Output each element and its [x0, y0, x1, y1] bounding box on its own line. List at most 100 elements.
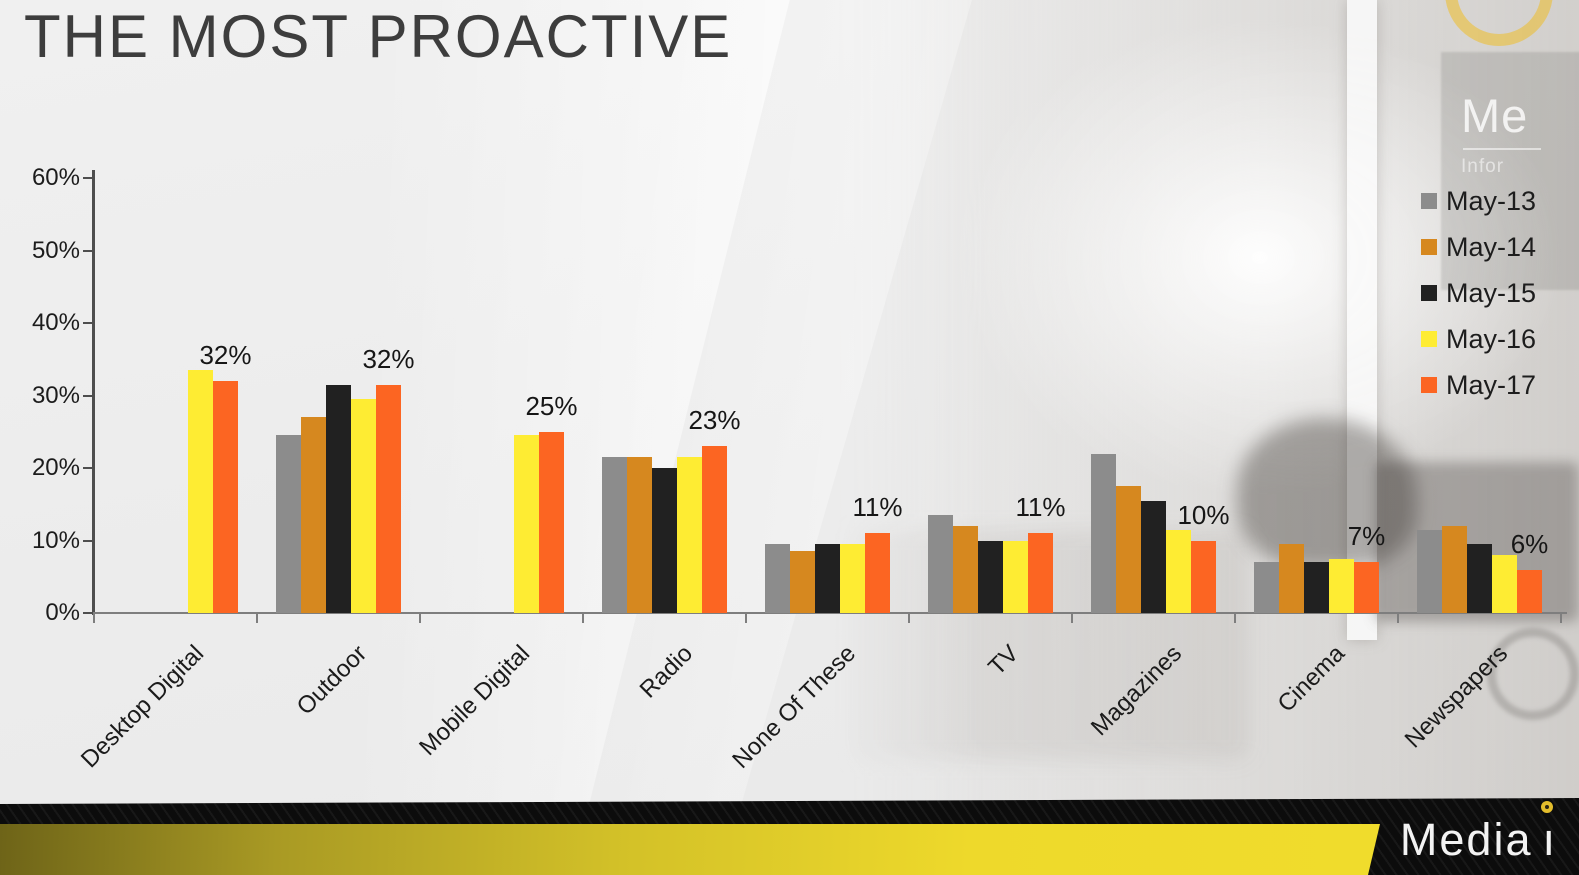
page-title: THE MOST PROACTIVE [24, 3, 733, 70]
legend-item: May-17 [1421, 370, 1536, 400]
y-tick-label: 60% [31, 164, 80, 191]
bar-group: 10% [1072, 178, 1235, 613]
legend-swatch-icon [1421, 377, 1437, 393]
legend-item: May-16 [1421, 324, 1536, 354]
bar-group: 23% [583, 178, 746, 613]
y-tick-label: 50% [31, 236, 80, 264]
bar-may-15 [978, 540, 1003, 613]
value-label: 6% [1510, 528, 1549, 559]
value-label: 23% [688, 405, 741, 436]
x-axis-tick [1234, 613, 1236, 623]
bar-may-17 [865, 533, 890, 613]
bar-may-15 [1141, 500, 1166, 613]
legend-swatch-icon [1421, 193, 1437, 209]
y-axis-tick [83, 177, 93, 179]
y-axis-tick [83, 467, 93, 469]
bar-may-17 [213, 381, 238, 613]
bar-group: 32% [257, 178, 420, 613]
media-i-logo: Media ı [1399, 801, 1557, 866]
legend-swatch-icon [1421, 285, 1437, 301]
footer-yellow-band [0, 824, 1380, 875]
bar-may-16 [677, 457, 702, 613]
x-axis-tick [1560, 613, 1562, 623]
x-axis-tick [256, 613, 258, 623]
legend-item: May-13 [1421, 186, 1536, 216]
legend-item: May-14 [1421, 232, 1536, 262]
legend-swatch-icon [1421, 331, 1437, 347]
y-axis-tick [83, 612, 93, 614]
y-tick-label: 20% [31, 454, 80, 481]
bar-may-14 [953, 526, 978, 613]
y-axis-tick [83, 394, 93, 397]
y-axis-tick [83, 322, 93, 324]
bar-may-16 [514, 435, 539, 613]
legend-label: May-15 [1446, 277, 1537, 308]
bar-group: 11% [909, 178, 1072, 613]
bar-may-16 [188, 370, 213, 613]
bar-may-17 [1028, 533, 1053, 613]
x-axis-tick [93, 613, 95, 623]
bar-may-15 [326, 384, 351, 613]
x-axis-tick [419, 613, 421, 623]
bar-may-13 [928, 515, 953, 613]
legend-label: May-14 [1446, 231, 1537, 262]
value-label: 7% [1347, 521, 1386, 552]
bar-may-13 [1254, 562, 1279, 613]
legend-swatch-icon [1421, 239, 1437, 255]
y-axis-tick [83, 249, 93, 252]
bar-may-13 [276, 435, 301, 613]
value-label: 32% [199, 340, 252, 370]
bar-may-15 [1304, 562, 1329, 613]
bar-may-15 [1467, 544, 1492, 613]
bar-may-15 [652, 468, 677, 613]
y-tick-label: 0% [45, 599, 80, 626]
bar-may-13 [765, 544, 790, 613]
y-tick-label: 30% [31, 381, 80, 409]
bar-may-13 [1091, 453, 1116, 613]
bar-may-14 [1442, 526, 1467, 613]
value-label: 25% [525, 390, 578, 421]
legend-label: May-17 [1446, 369, 1537, 400]
bar-may-16 [351, 399, 376, 613]
value-label: 11% [1015, 492, 1066, 523]
logo-text: Media [1399, 814, 1533, 865]
bar-group: 7% [1235, 178, 1398, 613]
y-tick-label: 10% [31, 526, 80, 554]
bar-may-17 [376, 384, 401, 613]
x-axis-tick [582, 613, 584, 623]
y-axis-tick [83, 539, 93, 542]
chart-legend: May-13 May-14 May-15 May-16 May-17 [1421, 186, 1536, 416]
bar-may-17 [1354, 562, 1379, 613]
value-label: 11% [852, 492, 903, 523]
legend-label: May-16 [1446, 323, 1537, 354]
bar-may-14 [1116, 486, 1141, 613]
x-axis-tick [745, 613, 747, 623]
x-axis-tick [1397, 613, 1399, 623]
bar-may-17 [1191, 540, 1216, 613]
bar-may-17 [702, 446, 727, 613]
bar-may-17 [1517, 569, 1542, 613]
bar-group: 25% [420, 178, 583, 613]
bar-may-16 [1166, 529, 1191, 613]
logo-i: ı [1541, 801, 1557, 866]
bar-may-14 [301, 417, 326, 613]
bar-may-16 [840, 544, 865, 613]
bar-may-17 [539, 431, 564, 613]
bar-may-13 [1417, 529, 1442, 613]
bar-group: 11% [746, 178, 909, 613]
legend-label: May-13 [1446, 185, 1537, 216]
value-label: 10% [1177, 499, 1230, 530]
legend-item: May-15 [1421, 278, 1536, 308]
bar-may-13 [602, 457, 627, 613]
x-axis-tick [1071, 613, 1073, 623]
bar-may-14 [790, 551, 815, 613]
bar-may-14 [1279, 544, 1304, 613]
bar-may-15 [815, 544, 840, 613]
bar-group: 32% [94, 178, 257, 613]
value-label: 32% [362, 343, 415, 374]
x-axis-tick [908, 613, 910, 623]
y-tick-label: 40% [31, 309, 80, 336]
bar-may-16 [1329, 558, 1354, 613]
